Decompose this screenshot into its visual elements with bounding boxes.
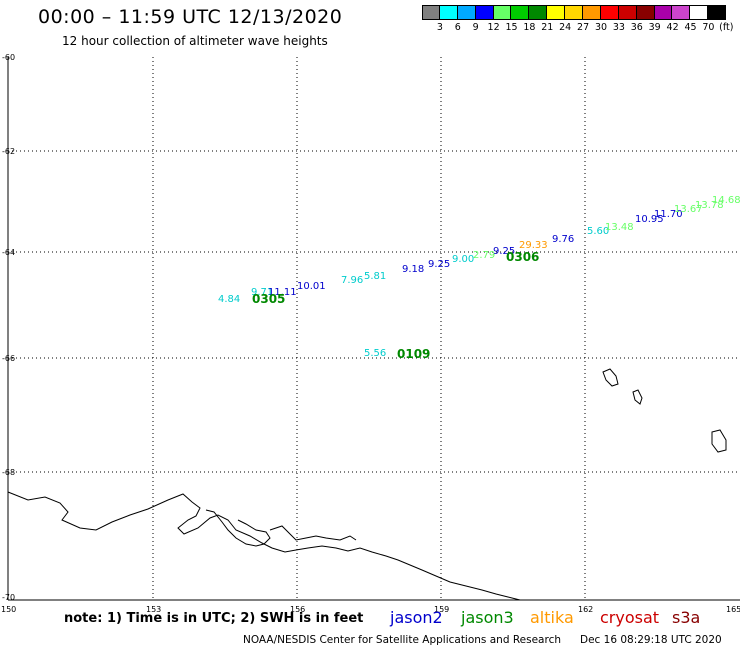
pass-time-label: 0305 bbox=[252, 292, 285, 306]
lon-tick-label: 153 bbox=[146, 605, 161, 614]
colorbar-swatch bbox=[457, 5, 476, 20]
legend-altika: altika bbox=[530, 608, 574, 627]
render-timestamp: Dec 16 08:29:18 UTC 2020 bbox=[580, 634, 722, 646]
map-title: 00:00 – 11:59 UTC 12/13/2020 bbox=[38, 6, 343, 28]
wave-height-value: 10.01 bbox=[297, 281, 326, 292]
antarctic-coastline bbox=[7, 491, 521, 601]
island-outline bbox=[632, 389, 643, 405]
footer-note: note: 1) Time is in UTC; 2) SWH is in fe… bbox=[64, 611, 364, 626]
wave-height-value: 13.48 bbox=[605, 222, 634, 233]
colorbar-swatch bbox=[708, 5, 727, 20]
colorbar-swatch bbox=[672, 5, 691, 20]
colorbar-label: 33 bbox=[612, 22, 625, 33]
colorbar-label: 3 bbox=[436, 22, 443, 33]
lat-tick-label: -70 bbox=[2, 593, 15, 602]
coastline-shelf bbox=[269, 525, 357, 541]
island-outline bbox=[711, 429, 727, 453]
colorbar-label: 42 bbox=[666, 22, 679, 33]
colorbar-labels: 3 6 9 12 15 18 21 24 27 30 33 36 39 42 45 70 (ft) bbox=[422, 22, 740, 34]
map-subtitle: 12 hour collection of altimeter wave hei… bbox=[62, 34, 328, 48]
wave-height-value: 9.25 bbox=[428, 259, 450, 270]
colorbar-label: 12 bbox=[487, 22, 500, 33]
colorbar-swatch bbox=[511, 5, 530, 20]
wave-height-value: 5.56 bbox=[364, 348, 386, 359]
pass-time-label: 0109 bbox=[397, 347, 430, 361]
colorbar-label: 15 bbox=[505, 22, 518, 33]
colorbar-swatch bbox=[422, 5, 440, 20]
wave-height-value: 29.33 bbox=[519, 240, 548, 251]
wave-height-value: 9.76 bbox=[552, 234, 574, 245]
colorbar-label: 70 bbox=[702, 22, 715, 33]
lon-tick-label: 159 bbox=[434, 605, 449, 614]
colorbar-swatch bbox=[547, 5, 566, 20]
colorbar-label: 39 bbox=[648, 22, 661, 33]
wave-height-value: 9.25 bbox=[493, 246, 515, 257]
wave-height-value: 5.81 bbox=[364, 271, 386, 282]
credit-line: NOAA/NESDIS Center for Satellite Applica… bbox=[243, 634, 561, 646]
graticule bbox=[8, 57, 740, 600]
colorbar-label: (ft) bbox=[719, 22, 734, 33]
colorbar-label: 27 bbox=[577, 22, 590, 33]
lat-tick-label: -64 bbox=[2, 248, 15, 257]
colorbar-label: 45 bbox=[684, 22, 697, 33]
wave-height-value: 14.68 bbox=[712, 195, 740, 206]
coastline-inlet bbox=[205, 509, 271, 547]
wave-height-value: 9.18 bbox=[402, 264, 424, 275]
lon-tick-label: 162 bbox=[578, 605, 593, 614]
colorbar-swatch bbox=[690, 5, 709, 20]
colorbar-label: 36 bbox=[630, 22, 643, 33]
colorbar-swatch bbox=[654, 5, 673, 20]
colorbar-swatch bbox=[565, 5, 584, 20]
wave-height-value: 2.79 bbox=[473, 250, 495, 261]
wave-height-value: 4.84 bbox=[218, 294, 240, 305]
pass-time-labels: 0305 0306 0109 bbox=[252, 250, 539, 361]
wave-height-value: 11.11 bbox=[268, 287, 297, 298]
island-outline bbox=[602, 368, 619, 387]
legend-jason3: jason3 bbox=[461, 608, 514, 627]
pass-time-label: 0306 bbox=[506, 250, 539, 264]
wave-height-value: 5.60 bbox=[587, 226, 609, 237]
lon-tick-label: 165 bbox=[726, 605, 740, 614]
wave-height-value: 13.78 bbox=[695, 200, 724, 211]
colorbar-label: 9 bbox=[472, 22, 479, 33]
lon-tick-label: 156 bbox=[290, 605, 305, 614]
lat-tick-label: -60 bbox=[2, 53, 15, 62]
colorbar-swatch bbox=[493, 5, 512, 20]
colorbar-swatch bbox=[439, 5, 458, 20]
colorbar-swatch bbox=[529, 5, 548, 20]
colorbar-label: 24 bbox=[559, 22, 572, 33]
colorbar-label: 21 bbox=[541, 22, 554, 33]
colorbar-label: 18 bbox=[523, 22, 536, 33]
lat-tick-label: -62 bbox=[2, 147, 15, 156]
wave-height-value: 9.71 bbox=[251, 287, 273, 298]
wave-height-value: 9.00 bbox=[452, 254, 474, 265]
colorbar-swatch bbox=[618, 5, 637, 20]
colorbar-label: 30 bbox=[594, 22, 608, 33]
colorbar-label: 6 bbox=[454, 22, 461, 33]
lon-tick-label: 150 bbox=[1, 605, 16, 614]
legend-s3a: s3a bbox=[672, 608, 701, 627]
colorbar-swatch bbox=[600, 5, 619, 20]
lat-tick-label: -66 bbox=[2, 354, 15, 363]
wave-height-value: 10.95 bbox=[635, 214, 664, 225]
legend-jason2: jason2 bbox=[390, 608, 443, 627]
wave-height-colorbar bbox=[422, 5, 727, 20]
wave-height-value: 7.96 bbox=[341, 275, 363, 286]
wave-height-value: 13.67 bbox=[674, 204, 703, 215]
colorbar-swatch bbox=[636, 5, 655, 20]
lat-tick-label: -68 bbox=[2, 468, 15, 477]
colorbar-swatch bbox=[583, 5, 601, 20]
legend-cryosat: cryosat bbox=[600, 608, 660, 627]
colorbar-swatch bbox=[475, 5, 494, 20]
wave-height-value: 11.70 bbox=[654, 209, 683, 220]
